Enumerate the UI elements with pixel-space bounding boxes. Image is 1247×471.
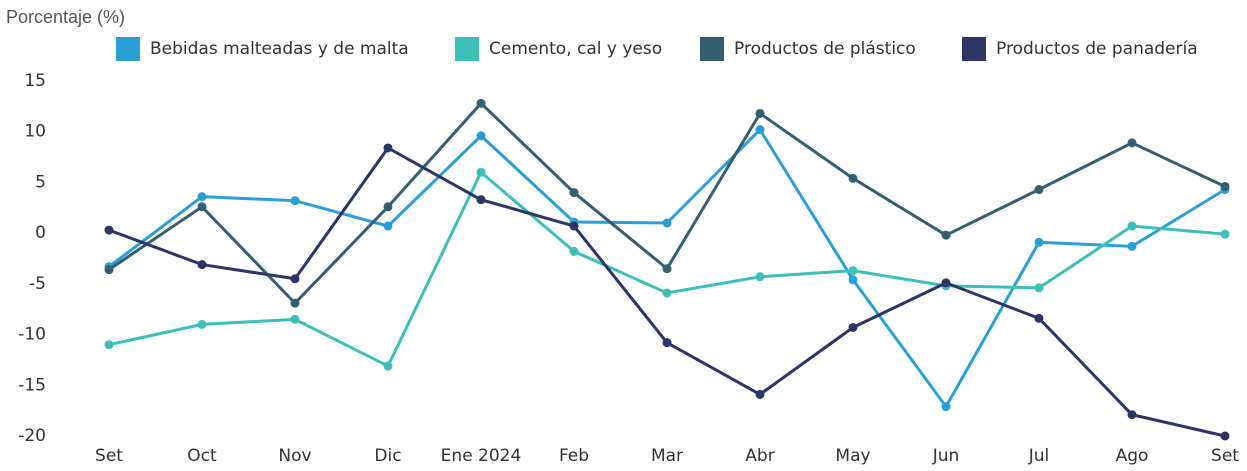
legend-swatch <box>700 37 724 61</box>
data-point <box>1220 431 1230 441</box>
data-point <box>197 192 207 202</box>
data-point <box>1034 283 1044 293</box>
x-tick-label: Ago <box>1116 446 1149 466</box>
legend-label: Productos de panadería <box>996 39 1198 59</box>
data-point <box>383 202 393 212</box>
legend-label: Productos de plástico <box>734 39 916 59</box>
y-tick-label: 15 <box>24 71 46 91</box>
data-point <box>104 265 114 275</box>
chart-title: Porcentaje (%) <box>6 7 125 27</box>
x-tick-label: Ene 2024 <box>441 446 522 466</box>
data-point <box>848 173 858 183</box>
data-point <box>1034 313 1044 323</box>
x-tick-label: Nov <box>278 446 311 466</box>
data-point <box>1034 237 1044 247</box>
data-point <box>1127 241 1137 251</box>
legend-swatch <box>455 37 479 61</box>
data-point <box>476 98 486 108</box>
data-point <box>1034 185 1044 195</box>
data-point <box>197 260 207 270</box>
data-point <box>755 125 765 135</box>
data-point <box>290 314 300 324</box>
y-tick-label: 10 <box>24 122 46 142</box>
y-tick-label: -10 <box>18 325 46 345</box>
data-point <box>662 338 672 348</box>
x-tick-label: Abr <box>745 446 774 466</box>
data-point <box>383 361 393 371</box>
legend-swatch <box>962 37 986 61</box>
data-point <box>476 131 486 141</box>
data-point <box>941 278 951 288</box>
data-point <box>476 195 486 205</box>
series-line <box>108 101 1226 306</box>
x-tick-label: Dic <box>374 446 401 466</box>
data-point <box>1127 221 1137 231</box>
legend-label: Bebidas malteadas y de malta <box>150 39 409 59</box>
y-tick-label: 5 <box>35 172 46 192</box>
data-point <box>755 389 765 399</box>
x-tick-label: Mar <box>651 446 683 466</box>
data-point <box>569 246 579 256</box>
data-point <box>197 202 207 212</box>
y-tick-label: 0 <box>35 223 46 243</box>
data-point <box>848 266 858 276</box>
y-tick-label: -15 <box>18 375 46 395</box>
y-tick-label: -20 <box>18 426 46 446</box>
data-point <box>1127 410 1137 420</box>
y-tick-label: -5 <box>29 274 46 294</box>
legend-label: Cemento, cal y yeso <box>489 39 662 59</box>
data-point <box>662 264 672 274</box>
data-point <box>848 275 858 285</box>
data-point <box>569 221 579 231</box>
x-tick-label: Set <box>95 446 123 466</box>
data-point <box>476 167 486 177</box>
data-point <box>1127 138 1137 148</box>
x-tick-label: Oct <box>187 446 217 466</box>
data-point <box>1220 181 1230 191</box>
data-point <box>941 230 951 240</box>
data-point <box>848 322 858 332</box>
x-tick-label: Jul <box>1028 446 1050 466</box>
data-point <box>1220 229 1230 239</box>
x-tick-label: Jun <box>932 446 960 466</box>
data-point <box>755 108 765 118</box>
data-point <box>383 143 393 153</box>
data-point <box>197 319 207 329</box>
data-point <box>290 274 300 284</box>
data-point <box>104 225 114 235</box>
data-point <box>941 402 951 412</box>
data-point <box>569 188 579 198</box>
x-tick-label: Set <box>1211 446 1239 466</box>
x-tick-label: Feb <box>559 446 589 466</box>
data-point <box>755 272 765 282</box>
data-point <box>290 298 300 308</box>
x-tick-label: May <box>835 446 870 466</box>
data-point <box>290 196 300 206</box>
data-point <box>662 218 672 228</box>
data-point <box>662 288 672 298</box>
legend-swatch <box>116 37 140 61</box>
data-point <box>383 221 393 231</box>
data-point <box>104 340 114 350</box>
